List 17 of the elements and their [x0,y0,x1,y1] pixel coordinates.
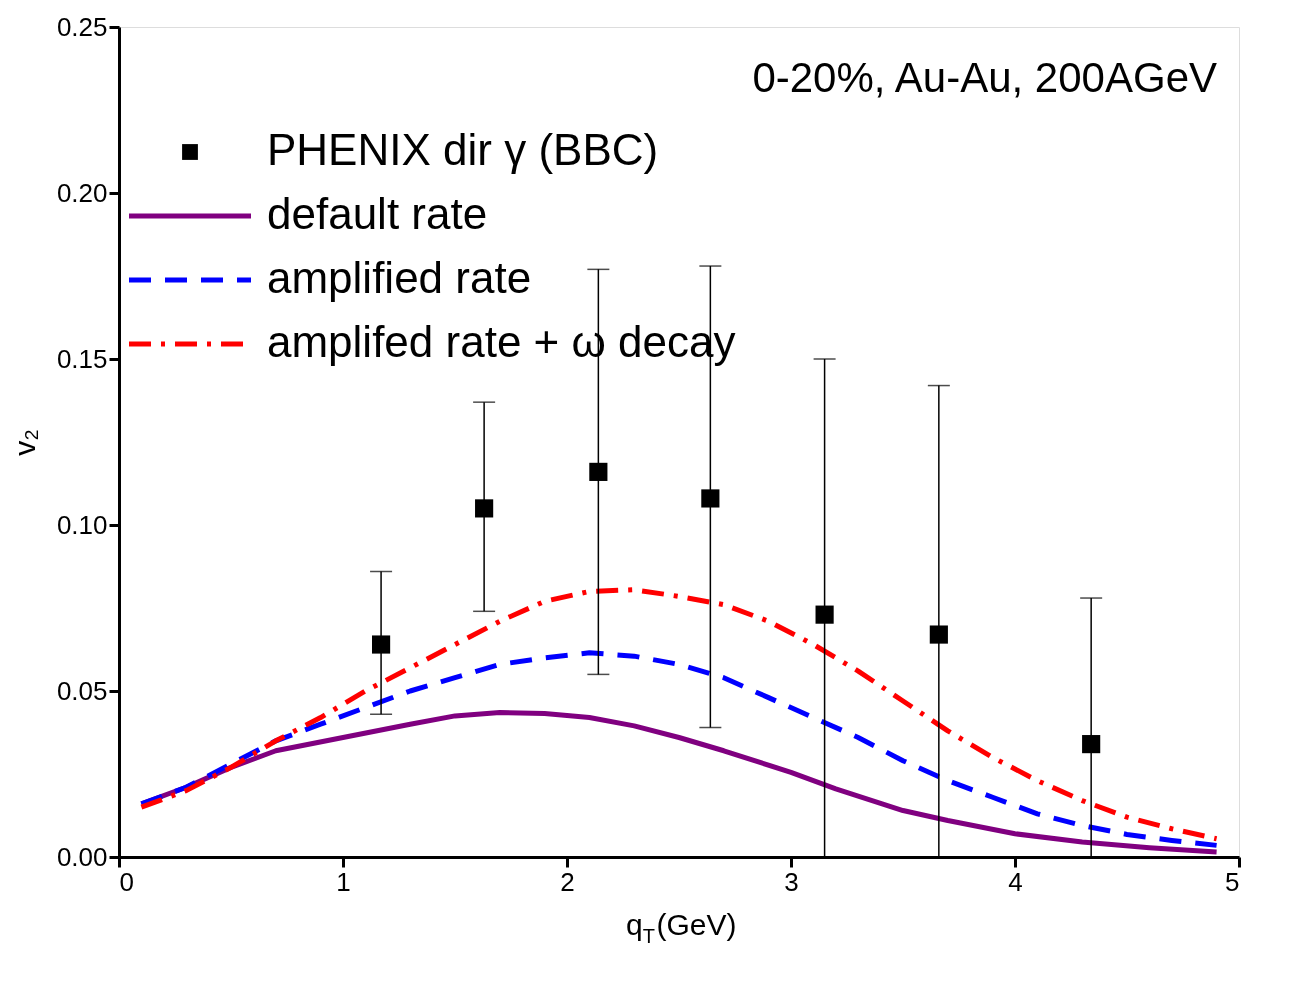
y-tick-label: 0.10 [56,509,108,540]
y-tick-label: 0.25 [56,11,108,42]
y-tick-label: 0.20 [56,177,108,208]
x-tick-label: 1 [336,866,351,897]
y-tick-label: 0.00 [56,841,108,872]
x-tick-label: 3 [784,866,799,897]
x-tick-label: 4 [1008,866,1023,897]
x-tick-label: 5 [1225,866,1240,897]
legend-label: PHENIX dir γ (BBC) [267,125,659,174]
annotation: 0-20%, Au-Au, 200AGeV [752,54,1217,101]
x-tick-label: 2 [560,866,575,897]
y-tick-label: 0.15 [56,343,108,374]
x-tick-label: 0 [119,866,134,897]
legend-label: amplified rate [267,253,532,302]
y-tick-label: 0.05 [56,675,108,706]
y-axis-title: v₂ [7,429,41,456]
legend-label: default rate [267,189,488,238]
